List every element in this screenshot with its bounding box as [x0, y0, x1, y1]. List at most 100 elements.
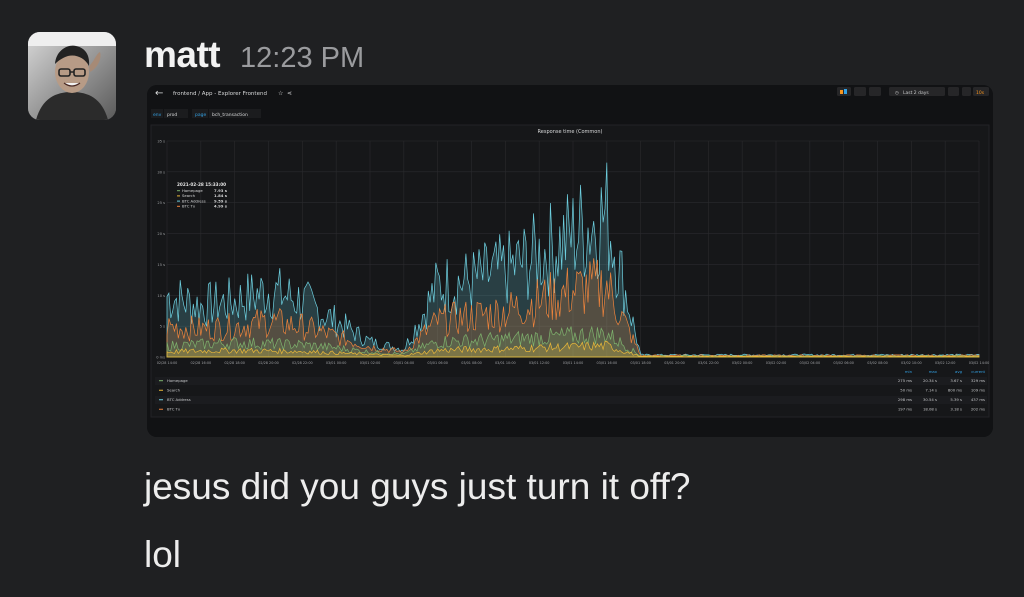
y-tick-label: 35 s — [157, 140, 165, 144]
y-axis: 0 ms 5 s 10 s 15 s 20 s 25 s 30 s 35 s — [156, 140, 165, 360]
zoom-out-button[interactable] — [948, 87, 959, 96]
var-env-label: env — [153, 113, 162, 118]
x-tick-label: 02/28 22:00 — [292, 361, 313, 365]
x-tick-label: 03/01 06:00 — [427, 361, 448, 365]
tooltip-series-name: Search — [182, 193, 196, 198]
y-tick-label: 0 ms — [156, 356, 165, 360]
save-button[interactable] — [854, 87, 866, 96]
y-tick-label: 10 s — [157, 294, 165, 298]
legend-row-bg — [155, 396, 987, 404]
x-tick-label: 03/02 12:00 — [935, 361, 956, 365]
username[interactable]: matt — [144, 34, 221, 75]
x-tick-label: 02/28 20:00 — [258, 361, 279, 365]
legend-value: 329 ms — [971, 378, 985, 383]
settings-button[interactable] — [869, 87, 881, 96]
x-tick-label: 03/01 10:00 — [495, 361, 516, 365]
chart-legend: min max avg current Homepage 275 ms 20.34 s 3.6… — [155, 369, 987, 412]
x-tick-label: 03/01 12:00 — [529, 361, 550, 365]
refresh-interval-picker[interactable] — [973, 87, 989, 96]
legend-row-bg — [155, 377, 987, 385]
var-env-value: prod — [167, 112, 177, 118]
legend-value: 18.08 s — [923, 407, 937, 412]
y-tick-label: 30 s — [157, 170, 165, 174]
x-tick-label: 03/02 14:00 — [969, 361, 990, 365]
legend-value: 109 ms — [971, 388, 985, 393]
legend-value: 20.34 s — [923, 378, 937, 383]
x-tick-label: 02/28 18:00 — [224, 361, 245, 365]
legend-value: 7.14 s — [925, 388, 937, 393]
legend-value: 275 ms — [898, 378, 912, 383]
x-tick-label: 03/01 16:00 — [597, 361, 618, 365]
y-tick-label: 25 s — [157, 201, 165, 205]
var-env-label-box — [151, 109, 163, 118]
tooltip-series-name: Homepage — [182, 188, 203, 193]
var-env-select[interactable] — [164, 109, 188, 118]
legend-value: 3.67 s — [950, 378, 962, 383]
tooltip-time: 2021-02-28 15:33:00 — [177, 182, 226, 187]
message-timestamp[interactable]: 12:23 PM — [240, 42, 365, 74]
x-tick-label: 03/01 18:00 — [630, 361, 651, 365]
add-panel-icon-bar — [844, 89, 847, 94]
back-arrow-icon[interactable]: ← — [155, 88, 163, 99]
dashboard-breadcrumb[interactable]: frontend / App - Explorer Frontend — [173, 91, 267, 97]
legend-header[interactable]: current — [971, 369, 985, 374]
var-page-value: bch_transaction — [212, 112, 248, 118]
x-tick-label: 03/02 10:00 — [901, 361, 922, 365]
x-tick-label: 03/01 22:00 — [698, 361, 719, 365]
legend-series-name[interactable]: Search — [167, 388, 181, 393]
legend-value: 50 ms — [900, 388, 912, 393]
legend-series-name[interactable]: BTC Tx — [167, 407, 181, 412]
tooltip-series-value: 7.93 s — [214, 188, 228, 193]
legend-value: 800 ms — [948, 388, 962, 393]
refresh-interval-label: 10s — [976, 90, 985, 96]
legend-value: 298 ms — [898, 397, 912, 402]
time-range-picker[interactable] — [889, 87, 945, 96]
chart-tooltip: 2021-02-28 15:33:00 Homepage 7.93 s Search… — [177, 182, 228, 209]
y-tick-label: 5 s — [160, 325, 165, 329]
x-tick-label: 03/01 08:00 — [461, 361, 482, 365]
tooltip-series-value: 9.59 s — [214, 198, 228, 203]
add-panel-icon — [840, 90, 843, 94]
tooltip-series-value: 1.84 s — [214, 193, 228, 198]
x-tick-label: 03/02 06:00 — [833, 361, 854, 365]
panel-title[interactable]: Response time (Common) — [538, 129, 603, 135]
message-text-line: jesus did you guys just turn it off? — [144, 466, 691, 507]
clock-icon: ◷ — [895, 91, 899, 96]
y-tick-label: 15 s — [157, 263, 165, 267]
x-tick-label: 02/28 14:00 — [157, 361, 178, 365]
refresh-button[interactable] — [962, 87, 971, 96]
legend-header[interactable]: max — [929, 369, 938, 374]
avatar[interactable] — [28, 32, 116, 120]
legend-value: 437 ms — [971, 397, 985, 402]
x-tick-label: 03/02 02:00 — [766, 361, 787, 365]
var-page-label: page — [195, 113, 206, 118]
legend-value: 202 ms — [971, 407, 985, 412]
y-tick-label: 20 s — [157, 232, 165, 236]
series-area-search — [166, 340, 980, 358]
x-tick-label: 02/28 16:00 — [191, 361, 212, 365]
attached-screenshot[interactable]: ← frontend / App - Explorer Frontend ☆ ⋖… — [147, 85, 993, 437]
x-axis: 02/28 14:00 02/28 16:00 02/28 18:00 02/28 2… — [157, 361, 990, 365]
message-text-line: lol — [144, 534, 182, 575]
star-icon[interactable]: ☆ — [278, 90, 283, 97]
grafana-dashboard: ← frontend / App - Explorer Frontend ☆ ⋖… — [147, 85, 993, 437]
chart-series-areas — [166, 162, 980, 358]
time-range-label: Last 2 days — [903, 90, 929, 96]
avatar-photo — [28, 32, 116, 120]
tooltip-series-value: 4.99 s — [214, 204, 228, 209]
var-page-select[interactable] — [209, 109, 261, 118]
share-icon[interactable]: ⋖ — [287, 90, 292, 97]
legend-header[interactable]: avg — [955, 369, 963, 374]
legend-header[interactable]: min — [905, 369, 913, 374]
legend-series-name[interactable]: BTC Address — [167, 397, 191, 402]
graph-panel[interactable] — [150, 124, 990, 418]
dashboard-topbar: ← frontend / App - Explorer Frontend ☆ ⋖… — [155, 87, 989, 99]
legend-series-name[interactable]: Homepage — [167, 378, 188, 383]
x-tick-label: 03/01 04:00 — [394, 361, 415, 365]
x-tick-label: 03/01 02:00 — [360, 361, 381, 365]
x-tick-label: 03/02 08:00 — [867, 361, 888, 365]
template-variables: env prod page bch_transaction — [151, 109, 261, 118]
var-page-label-box — [192, 109, 208, 118]
x-tick-label: 03/01 00:00 — [326, 361, 347, 365]
tooltip-series-name: BTC Tx — [182, 204, 196, 209]
